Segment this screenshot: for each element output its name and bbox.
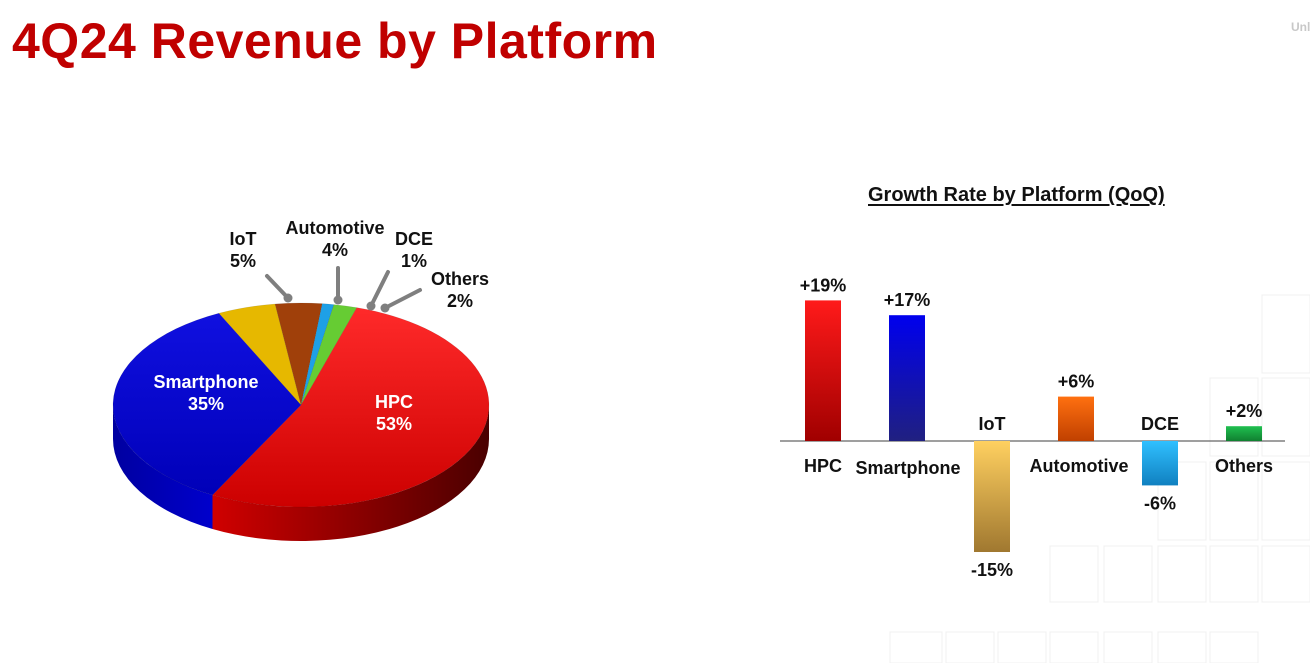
pie-value-label-iot: 5% — [230, 251, 256, 271]
bar-others — [1226, 426, 1262, 441]
pie-leader-iot — [265, 274, 290, 300]
pie-leader-dot-others — [380, 303, 390, 313]
bar-category-label-smartphone: Smartphone — [855, 458, 960, 478]
pie-leader-dce — [369, 270, 390, 308]
pie-slice-others — [300, 304, 358, 406]
pie-value-label-others: 2% — [447, 291, 473, 311]
pie-leader-dot-automotive — [333, 295, 343, 305]
bar-category-label-others: Others — [1215, 456, 1273, 476]
pie-side-smartphone — [113, 405, 213, 529]
bar-value-label-automotive: +6% — [1058, 372, 1095, 392]
bar-value-label-others: +2% — [1226, 401, 1263, 421]
bar-value-label-smartphone: +17% — [884, 290, 931, 310]
pie-slice-hpc — [212, 307, 490, 508]
pie-slice-dce — [300, 303, 335, 406]
pie-label-others: Others — [431, 269, 489, 289]
pie-label-smartphone: Smartphone — [153, 372, 258, 392]
pie-side-hpc — [212, 405, 489, 542]
bar-category-label-dce: DCE — [1141, 414, 1179, 434]
bar-category-label-automotive: Automotive — [1030, 456, 1129, 476]
bar-value-label-iot: -15% — [971, 560, 1013, 580]
bar-value-label-dce: -6% — [1144, 493, 1176, 513]
bar-dce — [1142, 441, 1178, 486]
bar-category-label-iot: IoT — [979, 414, 1006, 434]
growth-chart-title: Growth Rate by Platform (QoQ) — [868, 184, 1165, 206]
pie-slice-smartphone — [112, 312, 302, 496]
pie-label-automotive: Automotive — [286, 218, 385, 238]
bar-category-label-hpc: HPC — [804, 456, 842, 476]
bar-value-label-hpc: +19% — [800, 275, 847, 295]
bar-smartphone — [889, 315, 925, 441]
pie-value-label-hpc: 53% — [376, 414, 412, 434]
pie-slice-iot — [218, 303, 302, 406]
pie-leader-others — [383, 288, 422, 310]
bar-iot — [974, 441, 1010, 552]
pie-value-label-automotive: 4% — [322, 240, 348, 260]
pie-value-label-smartphone: 35% — [188, 394, 224, 414]
bar-automotive — [1058, 396, 1094, 441]
bar-hpc — [805, 300, 841, 441]
pie-label-dce: DCE — [395, 229, 433, 249]
pie-slice-automotive — [274, 302, 323, 406]
pie-label-iot: IoT — [230, 229, 257, 249]
pie-label-hpc: HPC — [375, 392, 413, 412]
pie-value-label-dce: 1% — [401, 251, 427, 271]
page-title: 4Q24 Revenue by Platform — [12, 13, 658, 69]
pie-leader-dot-dce — [366, 301, 376, 311]
pie-leader-dot-iot — [283, 293, 293, 303]
corner-tag: Unl — [1291, 20, 1310, 34]
